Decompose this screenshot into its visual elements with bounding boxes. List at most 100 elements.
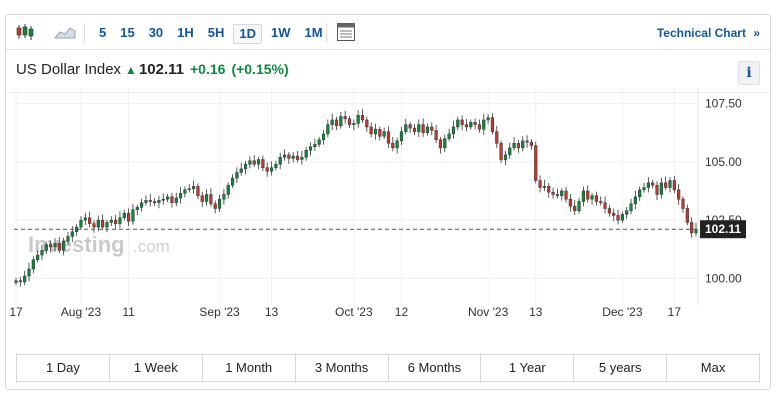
candle — [651, 180, 655, 189]
range-1-year[interactable]: 1 Year — [481, 355, 575, 381]
candle — [174, 192, 178, 207]
range-3-months[interactable]: 3 Months — [296, 355, 389, 381]
candle — [404, 118, 408, 135]
candle — [607, 205, 611, 217]
technical-chart-link[interactable]: Technical Chart » — [657, 26, 760, 40]
header-divider — [6, 92, 770, 93]
candle — [44, 241, 48, 254]
interval-1d[interactable]: 1D — [233, 24, 263, 44]
watermark-suffix: .com — [133, 237, 170, 256]
candle — [564, 187, 568, 203]
candle — [573, 199, 577, 215]
candle — [235, 167, 239, 184]
x-tick-label: Dec '23 — [602, 305, 643, 319]
x-tick-label: 11 — [122, 305, 135, 319]
candle — [386, 126, 391, 149]
candle — [161, 193, 165, 205]
candle — [274, 160, 278, 171]
candle — [417, 119, 421, 138]
candle — [581, 186, 585, 207]
candle — [438, 136, 443, 154]
candle — [209, 188, 213, 207]
interval-1w[interactable]: 1W — [271, 25, 291, 40]
candle — [114, 215, 118, 230]
candle — [685, 204, 689, 226]
candle — [538, 175, 542, 193]
up-arrow-icon: ▲ — [125, 63, 137, 77]
candle — [365, 116, 369, 132]
candlestick-icon[interactable] — [14, 23, 36, 41]
candle — [165, 194, 170, 202]
candle — [222, 188, 226, 205]
candle — [495, 125, 499, 149]
candle — [170, 192, 174, 208]
candle — [555, 188, 559, 199]
interval-5[interactable]: 5 — [99, 25, 107, 40]
interval-30[interactable]: 30 — [148, 25, 164, 40]
candle — [659, 177, 663, 199]
candle — [360, 109, 365, 123]
candle — [499, 140, 503, 164]
range-5-years[interactable]: 5 years — [574, 355, 668, 381]
candle — [282, 149, 287, 161]
x-tick-label: 13 — [265, 305, 279, 319]
y-tick-label: 105.00 — [705, 155, 742, 169]
candle — [672, 175, 676, 194]
range-1-day[interactable]: 1 Day — [17, 355, 110, 381]
candle — [248, 156, 252, 169]
candle — [590, 192, 594, 205]
candle — [321, 129, 326, 145]
interval-15[interactable]: 15 — [120, 25, 135, 40]
layout-icon[interactable] — [336, 22, 356, 42]
candle — [443, 134, 447, 153]
candle — [655, 181, 659, 201]
candle — [239, 162, 243, 176]
candle — [122, 209, 126, 221]
interval-5h[interactable]: 5H — [207, 25, 225, 40]
candle — [460, 115, 464, 131]
candle — [226, 182, 230, 199]
x-axis: 17 Aug '23 11 Sep '23 13 Oct '23 12 Nov '23 13 De… — [9, 305, 681, 319]
candle — [18, 276, 22, 287]
candle — [456, 116, 460, 131]
candle — [96, 215, 100, 232]
interval-selector: 5 15 30 1H 5H 1D 1W 1M — [94, 24, 332, 44]
candle — [49, 240, 53, 253]
candle — [265, 162, 269, 177]
candle — [153, 198, 157, 207]
candle — [356, 110, 360, 128]
interval-1m[interactable]: 1M — [304, 25, 323, 40]
candle — [135, 204, 139, 216]
candle — [633, 190, 637, 210]
candle — [252, 155, 256, 168]
last-price: 102.11 — [138, 61, 184, 78]
candle — [464, 118, 469, 132]
range-6-months[interactable]: 6 Months — [389, 355, 482, 381]
candle — [586, 185, 590, 203]
range-1-week[interactable]: 1 Week — [110, 355, 203, 381]
x-tick-label: Nov '23 — [468, 305, 509, 319]
toolbar-divider — [84, 23, 85, 43]
range-1-month[interactable]: 1 Month — [203, 355, 296, 381]
candle — [451, 120, 456, 139]
chart-widget: 5 15 30 1H 5H 1D 1W 1M Technical Chart » US Dol… — [5, 14, 771, 390]
info-button[interactable]: i — [738, 61, 760, 85]
candle — [477, 119, 482, 133]
candle — [408, 121, 412, 133]
candle — [638, 186, 642, 202]
candles — [14, 109, 698, 287]
candle — [412, 124, 417, 136]
interval-1h[interactable]: 1H — [177, 25, 194, 40]
candle — [178, 187, 183, 204]
candle — [261, 155, 265, 172]
candle — [391, 136, 395, 152]
area-chart-icon[interactable] — [54, 23, 76, 41]
last-price-line: 102.11 — [14, 220, 746, 239]
x-tick-label: 17 — [668, 305, 682, 319]
candle — [196, 183, 200, 200]
range-max[interactable]: Max — [700, 360, 726, 375]
candle — [183, 186, 187, 198]
candle — [330, 113, 334, 131]
candle — [14, 277, 18, 286]
